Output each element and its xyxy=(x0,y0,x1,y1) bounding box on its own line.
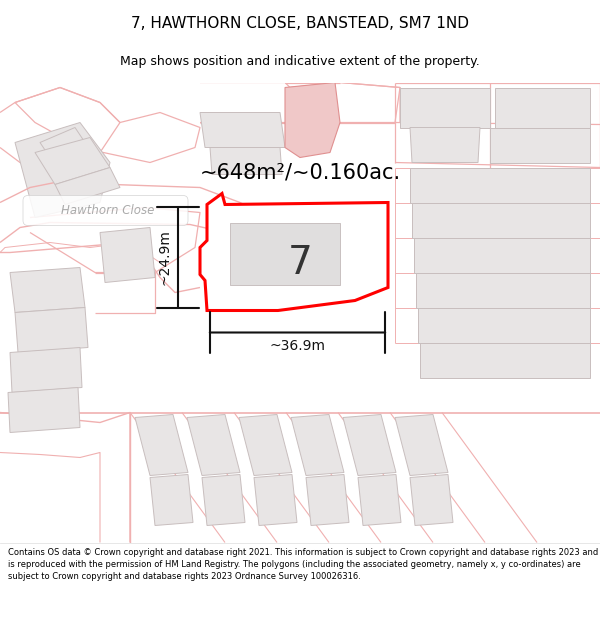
Polygon shape xyxy=(210,148,282,174)
Polygon shape xyxy=(10,268,85,312)
Text: 7, HAWTHORN CLOSE, BANSTEAD, SM7 1ND: 7, HAWTHORN CLOSE, BANSTEAD, SM7 1ND xyxy=(131,16,469,31)
Polygon shape xyxy=(55,168,120,204)
Polygon shape xyxy=(40,127,95,172)
Polygon shape xyxy=(416,272,590,308)
Polygon shape xyxy=(10,348,82,392)
Polygon shape xyxy=(410,168,590,202)
Polygon shape xyxy=(410,474,453,526)
Text: ~24.9m: ~24.9m xyxy=(157,229,171,286)
Polygon shape xyxy=(8,388,80,432)
Polygon shape xyxy=(420,342,590,377)
Polygon shape xyxy=(395,414,448,476)
Polygon shape xyxy=(306,474,349,526)
Polygon shape xyxy=(135,414,188,476)
Polygon shape xyxy=(291,414,344,476)
Polygon shape xyxy=(15,308,88,352)
Polygon shape xyxy=(410,127,480,162)
Polygon shape xyxy=(495,88,590,128)
Polygon shape xyxy=(343,414,396,476)
Polygon shape xyxy=(490,127,590,162)
Polygon shape xyxy=(200,112,285,148)
Polygon shape xyxy=(202,474,245,526)
Polygon shape xyxy=(285,82,340,158)
Polygon shape xyxy=(100,228,155,282)
Text: ~648m²/~0.160ac.: ~648m²/~0.160ac. xyxy=(199,162,401,182)
Polygon shape xyxy=(412,202,590,238)
Text: Contains OS data © Crown copyright and database right 2021. This information is : Contains OS data © Crown copyright and d… xyxy=(8,548,598,581)
FancyBboxPatch shape xyxy=(23,196,188,226)
Polygon shape xyxy=(414,238,590,272)
Polygon shape xyxy=(35,138,110,184)
Text: 7: 7 xyxy=(287,244,313,281)
Polygon shape xyxy=(239,414,292,476)
Text: Hawthorn Close: Hawthorn Close xyxy=(61,204,155,217)
Polygon shape xyxy=(200,194,388,311)
Polygon shape xyxy=(187,414,240,476)
Polygon shape xyxy=(400,88,490,128)
Polygon shape xyxy=(150,474,193,526)
Polygon shape xyxy=(254,474,297,526)
Polygon shape xyxy=(358,474,401,526)
Polygon shape xyxy=(418,308,590,342)
Polygon shape xyxy=(230,222,340,284)
Text: Map shows position and indicative extent of the property.: Map shows position and indicative extent… xyxy=(120,56,480,68)
Polygon shape xyxy=(15,122,110,218)
Text: ~36.9m: ~36.9m xyxy=(269,339,325,354)
